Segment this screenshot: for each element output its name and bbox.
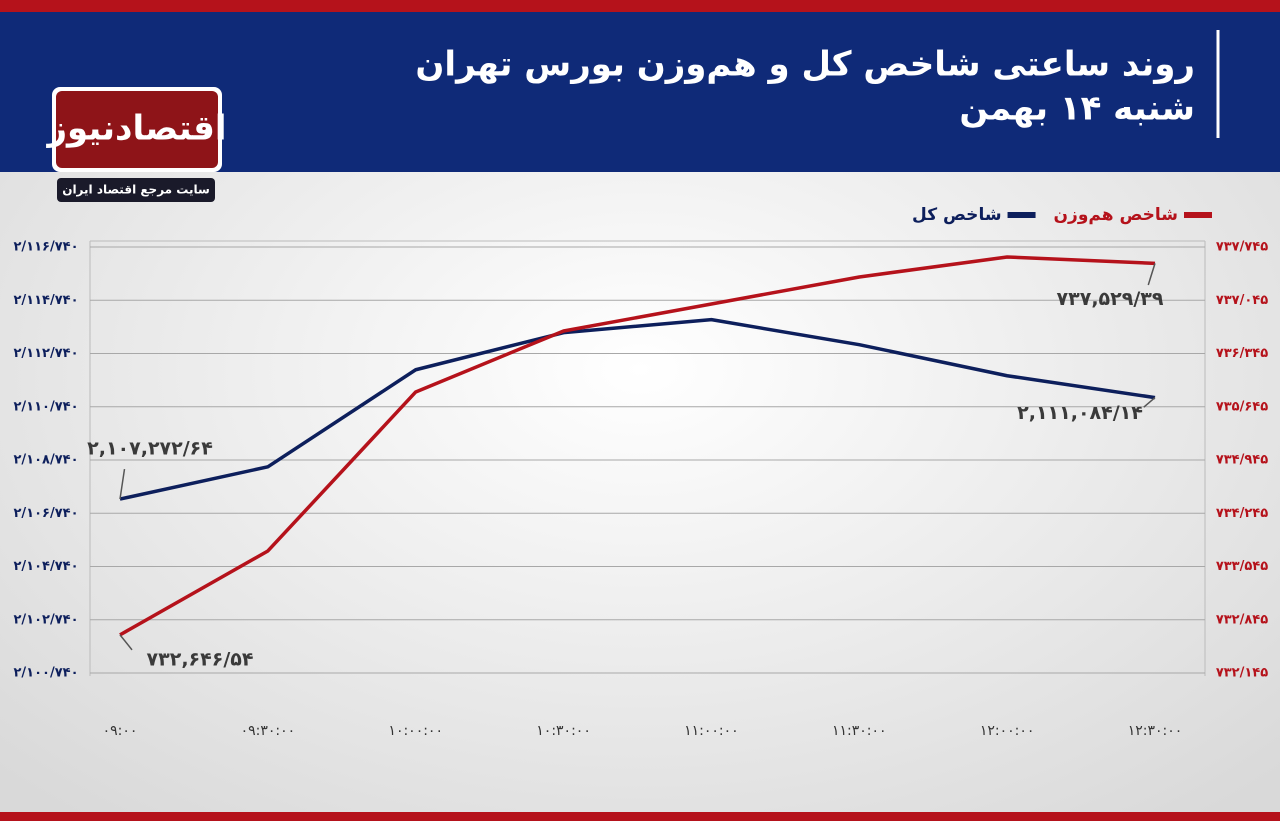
y2-tick-label: ۷۳۵/۶۴۵ [1216, 399, 1268, 414]
bottom-stripe [0, 812, 1280, 821]
value-label: ۷۳۷,۵۲۹/۳۹ [1057, 288, 1164, 310]
y2-tick-label: ۷۳۲/۱۴۵ [1216, 666, 1268, 681]
y2-tick-label: ۷۳۷/۷۴۵ [1216, 240, 1268, 255]
label-leader [119, 468, 126, 500]
value-label: ۲,۱۰۷,۲۷۲/۶۴ [87, 438, 213, 460]
y2-tick-label: ۷۳۴/۲۴۵ [1216, 506, 1268, 521]
chart-title: روند ساعتی شاخص کل و هم‌وزن بورس تهران [415, 45, 1195, 85]
x-tick-label: ۱۱:۳۰:۰۰ [832, 723, 887, 739]
x-tick-label: ۱۰:۳۰:۰۰ [536, 723, 591, 739]
chart-subtitle: شنبه ۱۴ بهمن [959, 89, 1195, 129]
value-label: ۲,۱۱۱,۰۸۴/۱۴ [1017, 402, 1143, 424]
series-line [119, 255, 1156, 637]
y-tick-label: ۲/۱۱۴/۷۴۰ [13, 293, 78, 308]
y-tick-label: ۲/۱۰۰/۷۴۰ [13, 666, 78, 681]
y-tick-label: ۲/۱۱۲/۷۴۰ [13, 346, 78, 361]
legend-swatch [1184, 212, 1212, 218]
y-tick-label: ۲/۱۰۸/۷۴۰ [13, 453, 78, 468]
y2-tick-label: ۷۳۲/۸۴۵ [1216, 612, 1268, 627]
x-tick-label: ۱۲:۰۰:۰۰ [980, 723, 1035, 739]
value-label: ۷۳۲,۶۴۶/۵۴ [147, 648, 254, 670]
y-tick-label: ۲/۱۰۶/۷۴۰ [13, 506, 78, 521]
legend-label: شاخص کل [912, 205, 1002, 225]
y-tick-label: ۲/۱۱۶/۷۴۰ [13, 240, 78, 255]
x-tick-label: ۱۰:۰۰:۰۰ [388, 723, 443, 739]
series-line [119, 317, 1156, 501]
y2-tick-label: ۷۳۴/۹۴۵ [1216, 453, 1268, 468]
y2-tick-label: ۷۳۳/۵۴۵ [1216, 559, 1268, 574]
x-tick-label: ۱۱:۰۰:۰۰ [684, 723, 739, 739]
tagline: سایت مرجع اقتصاد ایران [62, 183, 210, 197]
legend-swatch [1007, 212, 1036, 218]
x-tick-label: ۱۲:۳۰:۰۰ [1128, 723, 1183, 739]
label-leader [119, 634, 133, 651]
logo [56, 91, 218, 168]
y-tick-label: ۲/۱۱۰/۷۴۰ [13, 399, 78, 414]
x-tick-label: ۰۹:۳۰:۰۰ [241, 723, 296, 739]
y2-tick-label: ۷۳۶/۳۴۵ [1216, 346, 1268, 361]
y-tick-label: ۲/۱۰۴/۷۴۰ [13, 559, 78, 574]
label-leader [1143, 397, 1156, 408]
x-tick-label: ۰۹:۰۰ [103, 723, 138, 739]
y2-tick-label: ۷۳۷/۰۴۵ [1216, 293, 1268, 308]
label-leader [1147, 263, 1156, 286]
tagline-box [57, 178, 215, 202]
y-tick-label: ۲/۱۰۲/۷۴۰ [13, 612, 78, 627]
logo-text: اقتصادنیوز [45, 109, 226, 149]
top-stripe [0, 0, 1280, 12]
legend-label: شاخص هم‌وزن [1054, 205, 1178, 225]
